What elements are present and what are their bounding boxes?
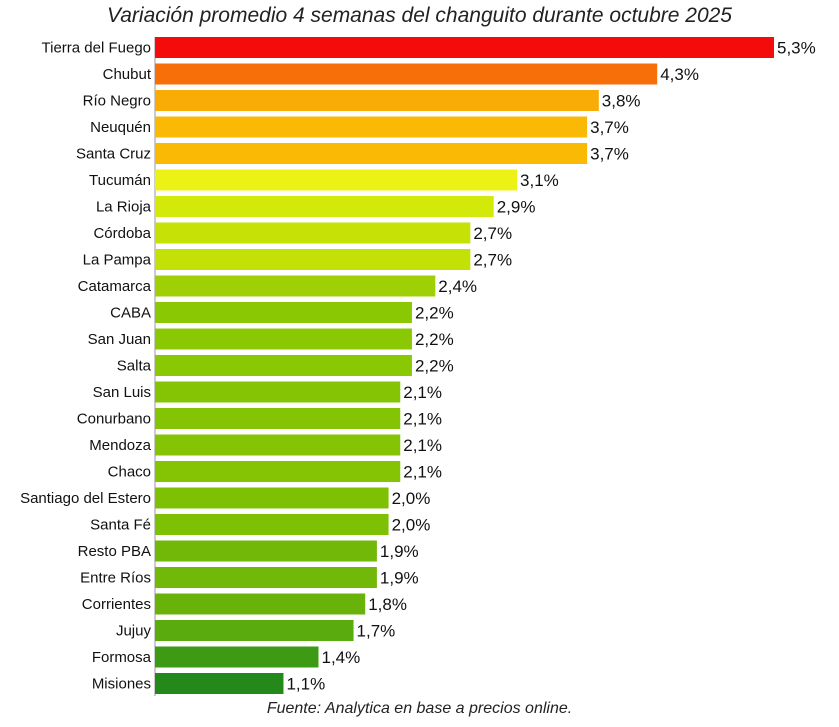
value-label: 3,1%: [520, 171, 559, 190]
category-label: Jujuy: [116, 623, 152, 640]
bar-7: [155, 222, 471, 244]
chart-source: Fuente: Analytica en base a precios onli…: [0, 700, 839, 718]
category-label: Chaco: [108, 464, 151, 481]
value-label: 3,7%: [590, 118, 629, 137]
chart-title: Variación promedio 4 semanas del changui…: [107, 4, 732, 27]
category-label: Río Negro: [83, 93, 151, 110]
category-label: Santiago del Estero: [20, 490, 151, 507]
category-label: Formosa: [92, 649, 152, 666]
bar-17: [155, 487, 389, 509]
value-label: 1,8%: [368, 595, 407, 614]
category-label: Tierra del Fuego: [42, 40, 152, 57]
value-label: 2,1%: [403, 463, 442, 482]
source-text: : Analytica en base a precios online.: [316, 700, 573, 717]
value-label: 1,9%: [380, 569, 419, 588]
category-label: San Juan: [88, 331, 151, 348]
category-label: Misiones: [92, 676, 151, 693]
bar-20: [155, 567, 377, 588]
bar-12: [155, 355, 412, 376]
bar-6: [155, 196, 494, 217]
bar-16: [155, 461, 401, 482]
category-label: Tucumán: [89, 172, 151, 189]
value-label: 2,4%: [438, 277, 477, 296]
bar-14: [155, 408, 401, 429]
category-label: Neuquén: [90, 119, 151, 136]
value-label: 2,1%: [403, 383, 442, 402]
value-label: 3,7%: [590, 145, 629, 164]
bar-23: [155, 646, 319, 668]
bar-8: [155, 249, 471, 270]
value-label: 4,3%: [660, 65, 699, 84]
category-label: La Rioja: [96, 199, 152, 216]
bar-18: [155, 514, 389, 535]
value-label: 1,9%: [380, 542, 419, 561]
category-label: Catamarca: [78, 278, 152, 295]
value-label: 2,2%: [415, 304, 454, 323]
category-label: Conurbano: [77, 411, 151, 428]
value-label: 2,7%: [473, 224, 512, 243]
bar-3: [155, 116, 588, 138]
bar-24: [155, 673, 284, 694]
bar-1: [155, 63, 658, 85]
category-label: Salta: [117, 358, 152, 375]
category-label: Entre Ríos: [80, 570, 151, 587]
category-label: Corrientes: [82, 596, 151, 613]
bar-5: [155, 169, 518, 191]
value-label: 3,8%: [602, 92, 641, 111]
value-label: 1,7%: [357, 622, 396, 641]
value-label: 2,1%: [403, 410, 442, 429]
value-label: 2,2%: [415, 330, 454, 349]
value-label: 2,0%: [392, 516, 431, 535]
bar-15: [155, 434, 401, 456]
bar-22: [155, 620, 354, 641]
value-label: 2,2%: [415, 357, 454, 376]
value-label: 2,9%: [497, 198, 536, 217]
category-label: Córdoba: [93, 225, 151, 242]
bar-4: [155, 143, 588, 164]
category-label: Santa Fé: [90, 517, 151, 534]
bar-9: [155, 275, 436, 297]
category-label: Mendoza: [89, 437, 151, 454]
value-label: 1,4%: [322, 648, 361, 667]
bar-2: [155, 90, 599, 111]
category-label: Chubut: [103, 66, 152, 83]
category-label: CABA: [110, 305, 151, 322]
category-label: La Pampa: [83, 252, 152, 269]
value-label: 2,1%: [403, 436, 442, 455]
value-label: 2,0%: [392, 489, 431, 508]
value-label: 2,7%: [473, 251, 512, 270]
bar-0: [155, 37, 774, 58]
bar-19: [155, 540, 377, 562]
category-label: Resto PBA: [78, 543, 151, 560]
value-label: 1,1%: [286, 675, 325, 694]
bar-11: [155, 328, 412, 350]
bars-group: Tierra del Fuego 5,3% Chubut 4,3% Río Negro 3…: [20, 37, 816, 694]
category-label: Santa Cruz: [76, 146, 151, 163]
bar-21: [155, 593, 366, 615]
category-label: San Luis: [93, 384, 151, 401]
source-prefix: Fuente: [266, 700, 317, 717]
value-label: 5,3%: [777, 39, 816, 58]
bar-10: [155, 302, 412, 323]
bar-13: [155, 381, 401, 403]
